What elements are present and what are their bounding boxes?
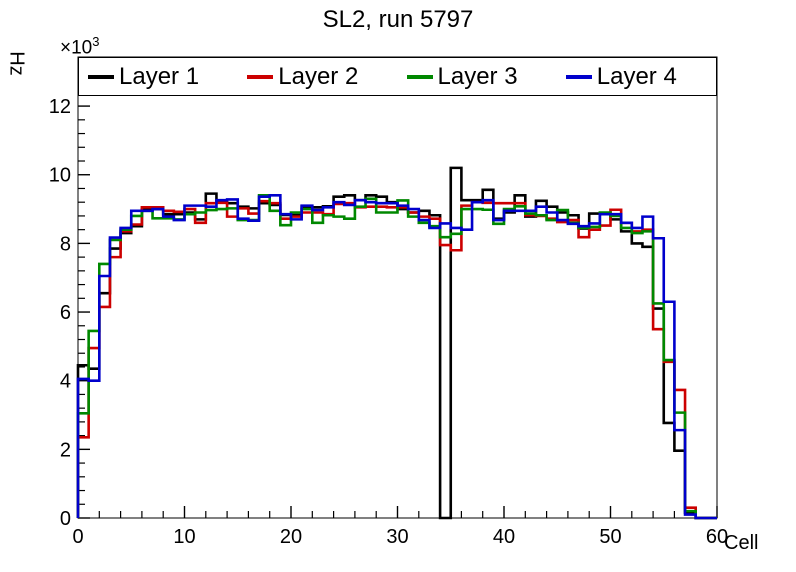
legend-line-sample-layer-3 <box>406 74 433 79</box>
x-axis-title: Cell <box>724 532 759 554</box>
histogram-layer-2 <box>76 199 717 520</box>
y-power-exponent: 3 <box>92 34 100 49</box>
legend-box: Layer 1 Layer 2 Layer 3 Layer 4 <box>78 57 717 96</box>
x-tick-label: 20 <box>280 526 302 548</box>
legend-entry-layer-4: Layer 4 <box>557 58 716 95</box>
y-tick-label: 4 <box>60 371 71 393</box>
x-tick-label: 60 <box>706 526 728 548</box>
y-tick-label: 10 <box>49 165 71 187</box>
legend-entry-layer-3: Layer 3 <box>398 58 557 95</box>
y-tick-label: 12 <box>49 96 71 118</box>
legend-entry-layer-1: Layer 1 <box>79 58 238 95</box>
legend-label-layer-3: Layer 3 <box>437 62 518 90</box>
legend-label-layer-2: Layer 2 <box>278 62 359 90</box>
histogram-layer-3 <box>76 194 717 520</box>
plot-frame <box>77 56 718 519</box>
y-tick-label: 6 <box>60 302 71 324</box>
y-tick-label: 0 <box>60 508 71 530</box>
chart-title: SL2, run 5797 <box>322 6 474 33</box>
x-tick-label: 0 <box>72 526 83 548</box>
x-tick-label: 40 <box>493 526 515 548</box>
y-axis-power-label: ×103 <box>60 34 99 59</box>
y-tick-label: 8 <box>60 233 71 255</box>
y-tick-label: 2 <box>60 439 71 461</box>
legend-line-sample-layer-2 <box>247 74 274 79</box>
x-tick-label: 50 <box>599 526 621 548</box>
legend-entry-layer-2: Layer 2 <box>238 58 397 95</box>
x-tick-label: 30 <box>386 526 408 548</box>
y-power-base: ×10 <box>60 37 93 59</box>
x-tick-label: 10 <box>173 526 195 548</box>
legend-label-layer-1: Layer 1 <box>119 62 200 90</box>
legend-line-sample-layer-4 <box>565 74 592 79</box>
histogram-layer-4 <box>76 194 717 520</box>
legend-label-layer-4: Layer 4 <box>596 62 677 90</box>
legend-line-sample-layer-1 <box>88 74 114 79</box>
